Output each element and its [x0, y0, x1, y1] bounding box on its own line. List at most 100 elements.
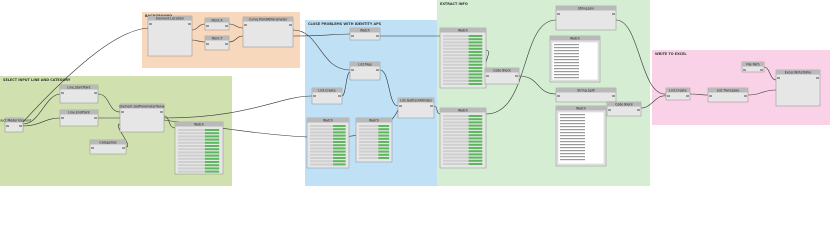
watch-row	[178, 129, 205, 131]
watch-value	[333, 157, 346, 159]
node-port	[667, 95, 670, 97]
watch-row	[443, 76, 469, 79]
watch-value	[468, 73, 483, 76]
node-port	[399, 105, 402, 107]
wire	[615, 19, 667, 95]
node-header	[120, 104, 164, 109]
watch-row	[443, 140, 469, 143]
watch-row	[443, 60, 469, 63]
watch-value	[468, 47, 483, 50]
node-port	[338, 95, 341, 97]
watch-value	[468, 54, 483, 57]
node-header	[440, 108, 486, 113]
group-title: EXTRACT INFO	[440, 2, 468, 6]
watch-row	[560, 114, 585, 116]
watch-row	[310, 163, 334, 166]
watch-value	[378, 157, 390, 159]
watch-value	[333, 150, 346, 153]
watch-row	[443, 137, 469, 140]
watch-row	[443, 38, 469, 41]
node-header	[556, 88, 616, 93]
watch-value	[333, 131, 346, 134]
watch-row	[554, 74, 579, 76]
node-title: String.Join	[578, 6, 594, 10]
watch-row	[310, 134, 334, 137]
node-port	[206, 43, 209, 45]
node-title: Watch	[458, 108, 468, 112]
watch-value	[204, 161, 220, 163]
watch-row	[443, 79, 469, 82]
node-port	[430, 105, 433, 107]
node-body	[775, 69, 821, 107]
watch-value	[333, 137, 346, 140]
watch-value	[468, 143, 483, 146]
watch-row	[359, 144, 379, 147]
watch-value	[468, 137, 483, 140]
watch-value	[204, 157, 220, 160]
node-header	[607, 102, 641, 107]
node-port	[637, 109, 640, 111]
node-port	[188, 23, 191, 25]
watch-panel	[551, 41, 599, 81]
wire	[689, 93, 709, 96]
watch-row	[443, 147, 469, 149]
watch-value	[333, 153, 346, 156]
watch-value	[204, 129, 220, 131]
watch-value	[204, 170, 220, 173]
wire	[191, 39, 206, 43]
watch-row	[443, 70, 469, 73]
watch-value	[468, 70, 483, 73]
watch-value	[468, 38, 483, 41]
watch-value	[468, 79, 483, 82]
watch-value	[204, 164, 220, 167]
watch-row	[560, 117, 585, 119]
node-title: List.Create	[669, 88, 686, 92]
watch-row	[443, 115, 469, 117]
node-title: List.Create	[318, 88, 335, 92]
node-port	[94, 117, 97, 119]
wire	[763, 66, 777, 81]
node-title: Point.X	[211, 18, 223, 22]
watch-value	[333, 134, 346, 137]
wire	[228, 23, 244, 29]
watch-row	[310, 137, 334, 140]
node-port	[376, 35, 379, 37]
node-port	[744, 95, 747, 97]
watch-value	[204, 135, 220, 138]
watch-value	[468, 156, 483, 159]
node-header	[398, 98, 434, 103]
wire	[485, 19, 557, 115]
watch-row	[443, 124, 469, 127]
group-title: WRITE TO EXCEL	[655, 52, 687, 56]
watch-value	[378, 137, 390, 140]
watch-value	[468, 159, 483, 162]
node-body	[147, 15, 193, 57]
watch-value	[204, 141, 220, 144]
watch-row	[443, 143, 469, 146]
node-title: Watch	[360, 28, 370, 32]
watch-value	[204, 151, 220, 154]
watch-value	[333, 128, 346, 131]
watch-value	[378, 125, 390, 127]
watch-row	[443, 134, 469, 137]
wire	[22, 117, 61, 127]
node-port	[351, 69, 354, 71]
node-title: Watch	[194, 122, 204, 126]
node-header	[350, 28, 380, 33]
node-body	[242, 16, 294, 48]
node-port	[121, 111, 124, 113]
node-header	[5, 118, 23, 123]
watch-value	[378, 147, 390, 150]
node-port	[557, 13, 560, 15]
watch-row	[359, 147, 379, 150]
watch-value	[378, 131, 390, 134]
watch-row	[443, 156, 469, 159]
watch-row	[560, 123, 585, 125]
node-port	[149, 23, 152, 25]
watch-value	[204, 167, 220, 170]
watch-row	[178, 151, 205, 154]
watch-row	[443, 121, 469, 124]
watch-row	[443, 47, 469, 50]
watch-row	[178, 161, 205, 163]
group-title: SELECT INPUT LINE AND CATEGORY	[3, 78, 71, 82]
